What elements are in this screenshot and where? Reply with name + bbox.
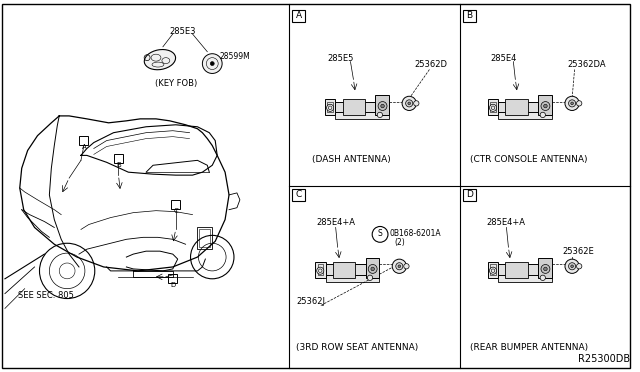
- Bar: [79, 136, 88, 145]
- Bar: [198, 227, 212, 249]
- Circle shape: [326, 104, 333, 111]
- Text: B: B: [467, 11, 472, 20]
- Circle shape: [568, 100, 575, 107]
- Text: B: B: [116, 162, 121, 168]
- Circle shape: [396, 263, 403, 270]
- Text: (3RD ROW SEAT ANTENNA): (3RD ROW SEAT ANTENNA): [296, 343, 419, 352]
- Bar: [317, 264, 323, 275]
- Text: 0B168-6201A: 0B168-6201A: [390, 230, 442, 238]
- Bar: [506, 262, 527, 278]
- Circle shape: [571, 102, 573, 105]
- Text: A: A: [296, 11, 301, 20]
- Bar: [324, 99, 335, 115]
- Text: D: D: [466, 190, 473, 199]
- Circle shape: [377, 112, 383, 118]
- Circle shape: [540, 275, 545, 280]
- Text: 25362J: 25362J: [296, 296, 325, 305]
- Bar: [376, 95, 388, 115]
- Circle shape: [577, 264, 582, 269]
- Ellipse shape: [144, 49, 175, 70]
- Text: 285E3: 285E3: [170, 27, 196, 36]
- Text: 25362E: 25362E: [563, 247, 595, 256]
- Circle shape: [367, 275, 372, 280]
- Text: C: C: [173, 208, 178, 214]
- Circle shape: [543, 267, 547, 271]
- Circle shape: [565, 259, 579, 273]
- Bar: [342, 99, 365, 115]
- Bar: [335, 102, 376, 112]
- Circle shape: [408, 102, 410, 105]
- Circle shape: [368, 264, 377, 273]
- Bar: [490, 102, 496, 112]
- Text: 285E4+A: 285E4+A: [316, 218, 355, 227]
- Circle shape: [568, 263, 575, 270]
- Bar: [335, 110, 388, 119]
- Circle shape: [490, 104, 497, 111]
- Circle shape: [211, 62, 214, 65]
- Text: 285E5: 285E5: [328, 54, 354, 63]
- Text: 285E4: 285E4: [490, 54, 516, 63]
- Text: (REAR BUMPER ANTENNA): (REAR BUMPER ANTENNA): [470, 343, 588, 352]
- Bar: [490, 264, 496, 275]
- Circle shape: [541, 102, 550, 110]
- Bar: [200, 230, 211, 247]
- Bar: [365, 258, 379, 278]
- Bar: [114, 154, 123, 163]
- Bar: [488, 99, 499, 115]
- Bar: [172, 200, 180, 209]
- Circle shape: [406, 100, 413, 107]
- Circle shape: [398, 265, 401, 267]
- Bar: [499, 264, 538, 275]
- Bar: [499, 273, 552, 282]
- Bar: [506, 99, 527, 115]
- Bar: [499, 110, 552, 119]
- Text: 25362D: 25362D: [415, 60, 447, 69]
- Circle shape: [540, 112, 545, 118]
- Bar: [499, 102, 538, 112]
- Circle shape: [571, 265, 573, 267]
- Bar: [326, 273, 379, 282]
- Bar: [292, 189, 305, 201]
- Circle shape: [541, 264, 550, 273]
- Text: 25362DA: 25362DA: [568, 60, 606, 69]
- Circle shape: [543, 104, 547, 108]
- Text: C: C: [296, 190, 302, 199]
- Text: 28599M: 28599M: [219, 52, 250, 61]
- Text: SEE SEC. 805: SEE SEC. 805: [18, 291, 74, 300]
- Text: (KEY FOB): (KEY FOB): [155, 79, 197, 89]
- Bar: [538, 95, 552, 115]
- Text: A: A: [81, 144, 86, 150]
- Circle shape: [490, 267, 497, 274]
- Text: 285E4+A: 285E4+A: [486, 218, 525, 227]
- Bar: [326, 264, 365, 275]
- Circle shape: [202, 54, 222, 73]
- Bar: [463, 189, 476, 201]
- Circle shape: [402, 96, 416, 110]
- Circle shape: [381, 104, 385, 108]
- Circle shape: [317, 267, 324, 274]
- Bar: [333, 262, 355, 278]
- Bar: [168, 275, 177, 283]
- Text: (DASH ANTENNA): (DASH ANTENNA): [312, 155, 390, 164]
- Circle shape: [577, 101, 582, 106]
- Bar: [328, 102, 333, 112]
- Text: D: D: [170, 282, 175, 288]
- Text: (CTR CONSOLE ANTENNA): (CTR CONSOLE ANTENNA): [470, 155, 588, 164]
- Text: S: S: [378, 230, 383, 238]
- Bar: [538, 258, 552, 278]
- Bar: [463, 10, 476, 22]
- Circle shape: [371, 267, 374, 271]
- Circle shape: [392, 259, 406, 273]
- Text: R25300DB: R25300DB: [577, 354, 630, 364]
- Circle shape: [404, 264, 409, 269]
- Bar: [315, 262, 326, 278]
- Circle shape: [413, 101, 419, 106]
- Text: (2): (2): [394, 238, 404, 247]
- Circle shape: [565, 96, 579, 110]
- Bar: [488, 262, 499, 278]
- Bar: [292, 10, 305, 22]
- Circle shape: [378, 102, 387, 110]
